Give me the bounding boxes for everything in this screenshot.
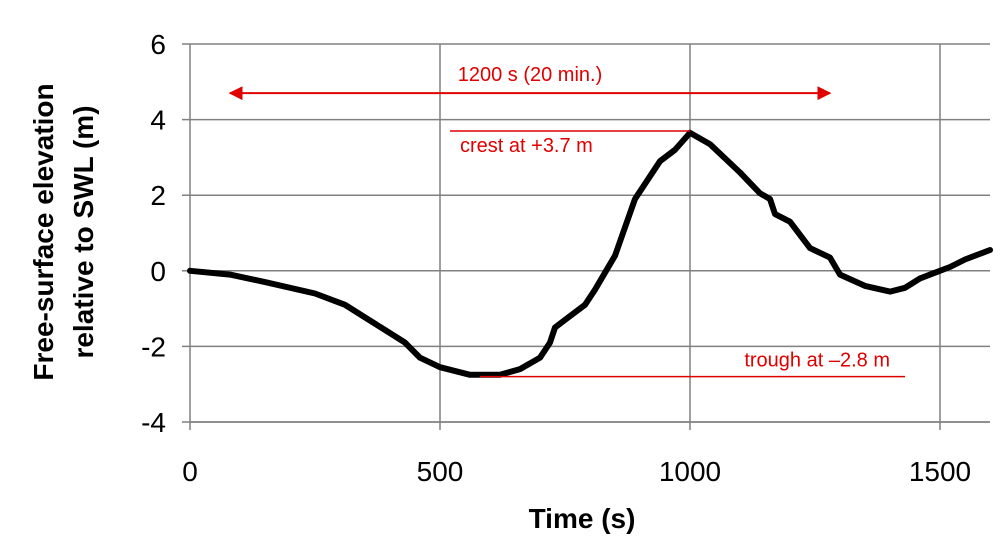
x-tick-label: 0 [182,456,198,487]
y-tick-label: 6 [150,29,166,60]
y-axis-title-line-1: Free-surface elevation [28,83,59,380]
y-tick-label: 4 [150,105,166,136]
y-tick-label: 2 [150,180,166,211]
x-axis-title: Time (s) [529,503,636,534]
y-axis-title-line-2: relative to SWL (m) [68,105,99,358]
y-tick-label: 0 [150,256,166,287]
duration-label: 1200 s (20 min.) [458,64,603,86]
x-tick-label: 1000 [659,456,721,487]
series-line [187,129,993,378]
annotations: 1200 s (20 min.) crest at +3.7 m trough at… [228,64,905,378]
crest-label: crest at +3.7 m [460,135,593,157]
series-layer [187,129,993,378]
x-tick-label: 1500 [909,456,971,487]
y-tick-label: -2 [141,331,166,362]
trough-label: trough at –2.8 m [744,350,890,372]
axes: -4 -2 0 2 4 6 0 500 1000 1500 [141,29,990,487]
y-tick-label: -4 [141,407,166,438]
x-tick-label: 500 [417,456,464,487]
